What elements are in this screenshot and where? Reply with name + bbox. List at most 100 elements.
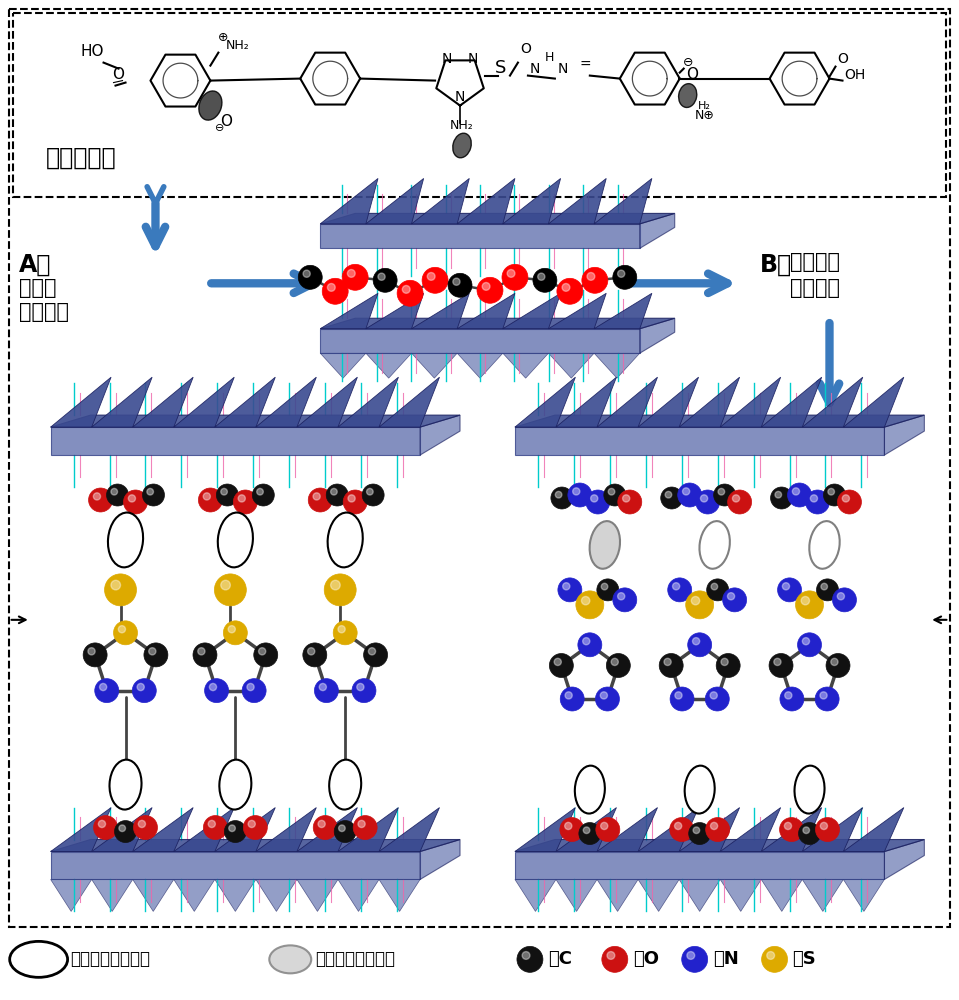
Circle shape [801, 596, 809, 605]
Text: O: O [837, 52, 849, 66]
Circle shape [666, 491, 671, 498]
Polygon shape [411, 293, 469, 329]
Polygon shape [320, 224, 640, 248]
Circle shape [144, 643, 168, 667]
Ellipse shape [199, 91, 222, 120]
Polygon shape [803, 808, 863, 852]
Polygon shape [679, 879, 720, 911]
Circle shape [303, 643, 327, 667]
Polygon shape [256, 879, 297, 911]
Circle shape [93, 493, 101, 500]
Ellipse shape [809, 521, 840, 569]
Circle shape [326, 484, 348, 506]
Circle shape [334, 821, 356, 843]
Circle shape [238, 495, 246, 502]
Circle shape [710, 692, 717, 699]
Text: OH: OH [845, 68, 866, 82]
Polygon shape [132, 879, 174, 911]
Circle shape [713, 484, 736, 506]
Circle shape [582, 267, 608, 293]
Circle shape [224, 821, 246, 843]
Ellipse shape [109, 760, 142, 810]
Ellipse shape [690, 773, 707, 797]
Circle shape [721, 658, 728, 665]
Polygon shape [457, 293, 515, 329]
Circle shape [806, 490, 830, 514]
Circle shape [842, 495, 850, 502]
Circle shape [233, 490, 257, 514]
Circle shape [780, 687, 804, 711]
Circle shape [799, 823, 821, 845]
Polygon shape [638, 879, 679, 911]
Polygon shape [320, 329, 640, 353]
Polygon shape [515, 840, 924, 852]
Polygon shape [256, 808, 316, 852]
Circle shape [114, 821, 136, 843]
Polygon shape [379, 808, 439, 852]
Ellipse shape [579, 773, 597, 797]
Circle shape [803, 827, 809, 834]
Polygon shape [843, 879, 884, 911]
Circle shape [618, 490, 642, 514]
Circle shape [217, 484, 239, 506]
Circle shape [244, 816, 268, 840]
Polygon shape [320, 178, 378, 224]
Circle shape [608, 488, 615, 495]
Circle shape [830, 658, 838, 665]
Circle shape [477, 277, 503, 303]
Polygon shape [366, 353, 411, 378]
Circle shape [94, 816, 118, 840]
Circle shape [348, 495, 355, 502]
Text: 质子化: 质子化 [18, 278, 57, 298]
Circle shape [604, 484, 626, 506]
Text: NH₂: NH₂ [450, 119, 474, 132]
Polygon shape [174, 879, 215, 911]
Polygon shape [843, 377, 903, 427]
Text: H₂: H₂ [698, 101, 711, 111]
Circle shape [686, 591, 713, 619]
Circle shape [815, 818, 839, 842]
Circle shape [771, 487, 792, 509]
Text: NH₂: NH₂ [225, 39, 249, 52]
Polygon shape [256, 377, 316, 427]
Circle shape [560, 687, 584, 711]
Circle shape [558, 578, 582, 602]
Text: HO: HO [81, 44, 105, 59]
Circle shape [228, 626, 235, 633]
Polygon shape [720, 808, 781, 852]
Ellipse shape [679, 84, 697, 107]
Text: N⊕: N⊕ [694, 109, 714, 122]
Circle shape [339, 825, 345, 832]
Circle shape [600, 822, 608, 830]
Ellipse shape [794, 766, 825, 814]
Ellipse shape [114, 767, 133, 792]
Circle shape [338, 626, 345, 633]
Circle shape [611, 658, 619, 665]
Circle shape [821, 583, 828, 590]
Circle shape [259, 648, 266, 655]
Circle shape [661, 487, 683, 509]
Polygon shape [549, 353, 595, 378]
Text: =: = [580, 58, 592, 72]
Circle shape [550, 487, 573, 509]
Circle shape [147, 488, 153, 495]
Circle shape [803, 638, 809, 645]
Circle shape [550, 654, 573, 677]
Circle shape [502, 264, 528, 290]
Polygon shape [174, 808, 234, 852]
Circle shape [313, 493, 320, 500]
Polygon shape [595, 353, 640, 378]
Ellipse shape [333, 521, 354, 548]
Circle shape [596, 687, 620, 711]
Text: 返混沉淀: 返混沉淀 [789, 252, 839, 272]
Ellipse shape [704, 528, 722, 552]
Circle shape [378, 273, 386, 280]
Circle shape [778, 578, 802, 602]
Text: ⊖: ⊖ [683, 56, 693, 69]
Circle shape [669, 818, 693, 842]
Ellipse shape [799, 773, 817, 797]
Circle shape [796, 591, 824, 619]
Circle shape [373, 268, 397, 292]
Circle shape [453, 278, 460, 285]
Text: O: O [520, 42, 531, 56]
